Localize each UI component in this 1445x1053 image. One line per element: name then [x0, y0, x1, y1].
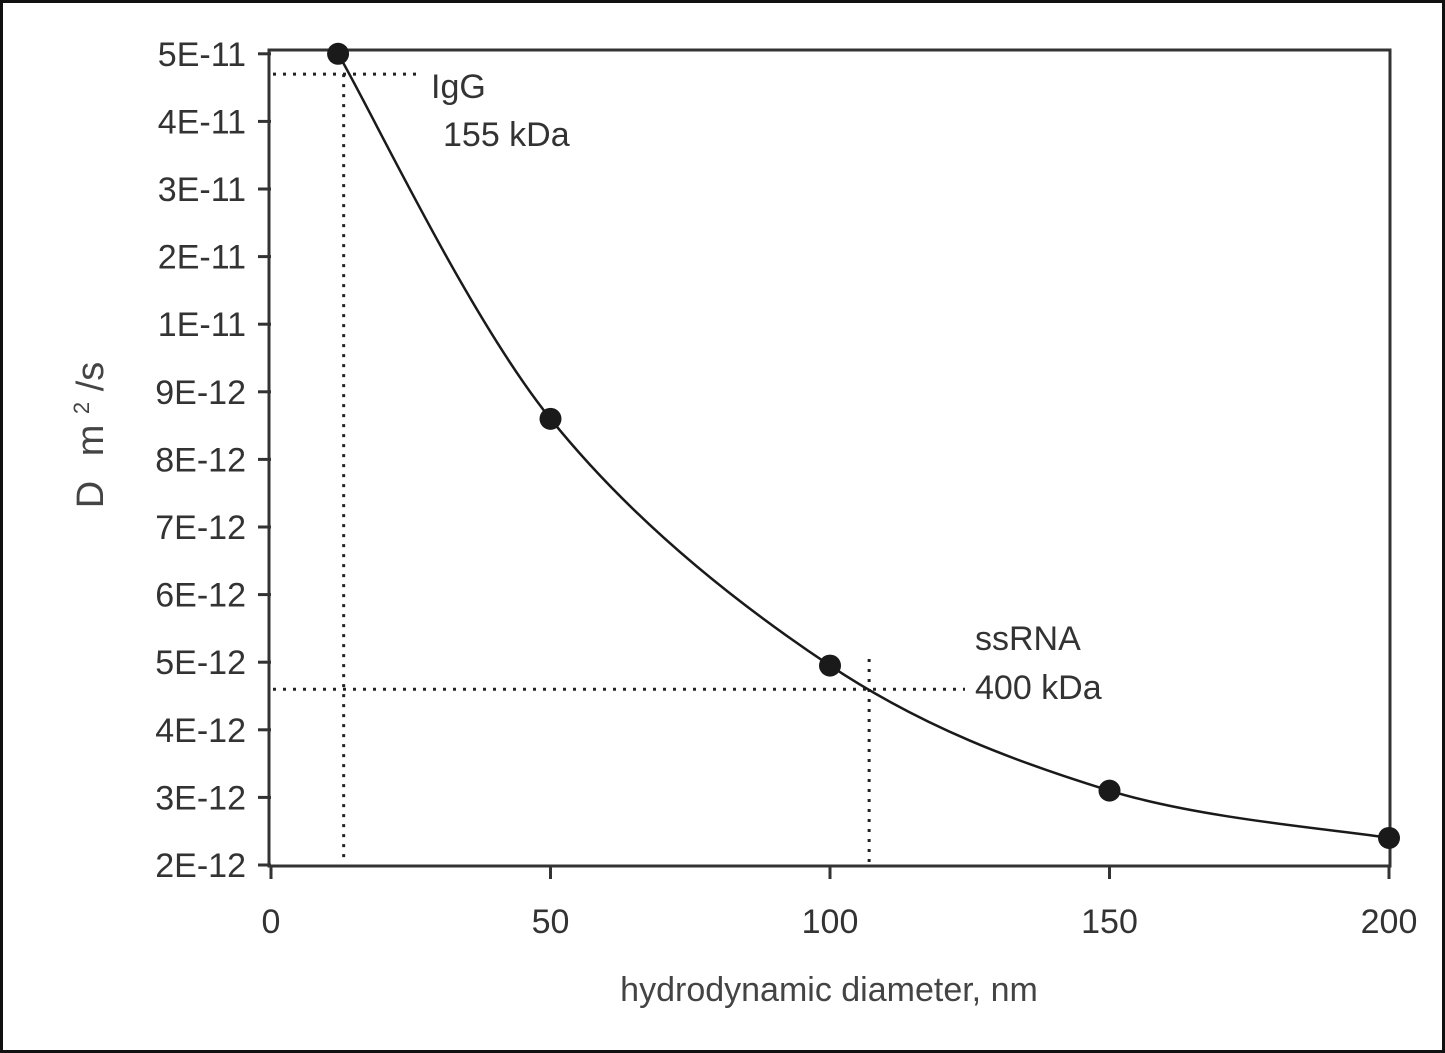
plot-area	[267, 48, 1392, 868]
annotation-igg-name: IgG	[431, 68, 486, 106]
guide-lines	[273, 72, 965, 863]
y-tick-label: 2E-11	[158, 239, 246, 277]
y-tick-label: 9E-12	[155, 374, 246, 412]
x-tick-label: 200	[1361, 903, 1418, 941]
annotation-igg-mass: 155 kDa	[443, 116, 570, 154]
data-point	[1098, 779, 1121, 802]
y-tick-label: 4E-11	[158, 103, 246, 141]
y-tick-label: 3E-12	[155, 779, 246, 817]
y-tick-label: 3E-11	[158, 171, 246, 209]
fit-curve	[336, 53, 1390, 840]
y-tick-label: 4E-12	[155, 712, 246, 750]
y-tick-label: 2E-12	[155, 847, 246, 885]
plot-border	[267, 48, 1392, 868]
x-axis-title: hydrodynamic diameter, nm	[620, 971, 1038, 1009]
y-axis-title: D m 2 /s	[56, 362, 112, 509]
x-tick-label: 100	[802, 903, 859, 941]
annotations: IgG 155 kDa ssRNA 400 kDa	[431, 68, 1102, 707]
x-tick-label: 150	[1081, 903, 1138, 941]
x-tick-label: 50	[532, 903, 570, 941]
diffusion-chart: 2E-12 3E-12 4E-12 5E-12 6E-12 7E-12 8E-12 9E-12…	[56, 36, 1418, 1009]
y-axis-title-unit-tail: /s	[70, 362, 112, 392]
y-axis-title-unit: m	[70, 425, 112, 457]
annotation-ssrna-mass: 400 kDa	[975, 669, 1102, 707]
y-tick-label: 5E-12	[155, 644, 246, 682]
data-point	[539, 407, 562, 430]
data-point	[1378, 826, 1400, 849]
y-tick-label: 8E-12	[155, 441, 246, 479]
series-layer	[327, 42, 1400, 849]
data-point	[819, 654, 841, 677]
x-tick-label: 0	[262, 903, 281, 941]
y-axis-title-exponent: 2	[69, 402, 94, 414]
data-point	[327, 42, 350, 65]
annotation-ssrna-name: ssRNA	[975, 620, 1081, 658]
y-axis: 2E-12 3E-12 4E-12 5E-12 6E-12 7E-12 8E-12 9E-12…	[155, 36, 271, 885]
y-tick-label: 7E-12	[155, 509, 246, 547]
y-tick-label: 5E-11	[158, 36, 246, 74]
y-tick-label: 1E-11	[158, 306, 246, 344]
y-tick-label: 6E-12	[155, 577, 246, 615]
x-axis: 0 50 100 150 200	[262, 865, 1418, 941]
y-axis-title-symbol: D	[70, 481, 112, 508]
